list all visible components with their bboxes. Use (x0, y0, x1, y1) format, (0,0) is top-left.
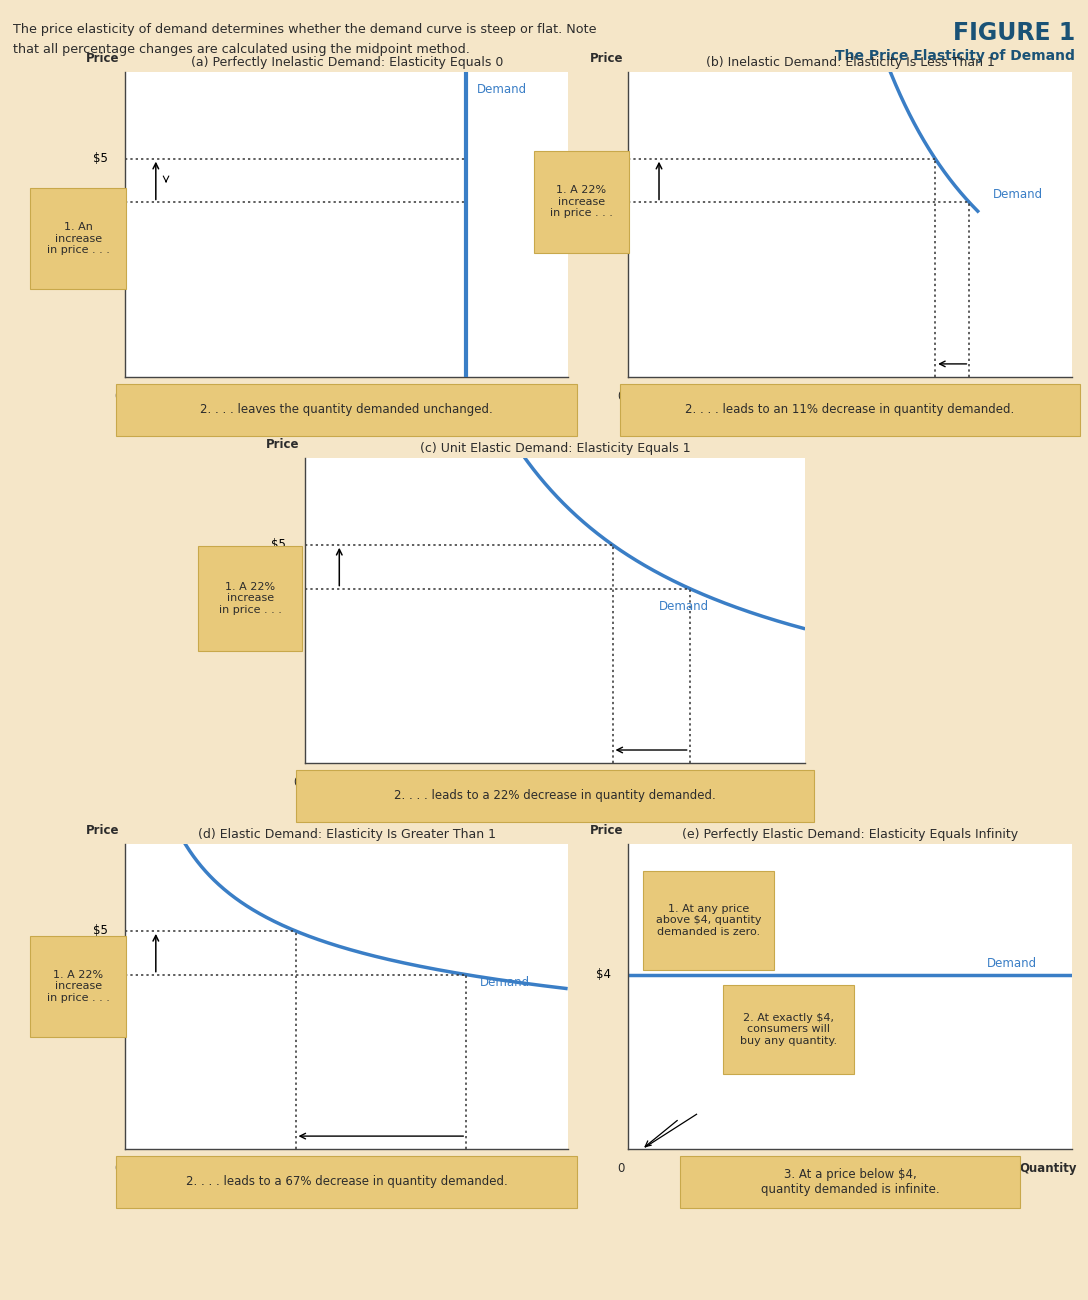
Text: 80: 80 (605, 779, 620, 792)
Text: 3. At a price below $4,
quantity demanded is infinite.: 3. At a price below $4, quantity demande… (761, 1167, 939, 1196)
Text: 4: 4 (277, 582, 285, 595)
Text: Demand: Demand (987, 957, 1037, 970)
Text: (b) Inelastic Demand: Elasticity Is Less Than 1: (b) Inelastic Demand: Elasticity Is Less… (705, 56, 994, 69)
Text: 1. An
increase
in price . . .: 1. An increase in price . . . (47, 222, 110, 255)
Text: 100: 100 (455, 1165, 478, 1178)
Text: 2. At exactly $4,
consumers will
buy any quantity.: 2. At exactly $4, consumers will buy any… (740, 1013, 837, 1046)
Text: Quantity: Quantity (517, 1162, 574, 1175)
Text: FIGURE 1: FIGURE 1 (953, 21, 1075, 44)
Text: 100: 100 (959, 393, 980, 406)
Text: Quantity: Quantity (1019, 390, 1077, 403)
Text: 0: 0 (114, 1162, 121, 1175)
Text: $4: $4 (596, 968, 611, 982)
Text: 1. A 22%
increase
in price . . .: 1. A 22% increase in price . . . (551, 186, 613, 218)
Text: Demand: Demand (659, 601, 709, 614)
Text: Demand: Demand (477, 83, 527, 96)
Text: Price: Price (86, 52, 120, 65)
Text: (a) Perfectly Inelastic Demand: Elasticity Equals 0: (a) Perfectly Inelastic Demand: Elastici… (190, 56, 503, 69)
Text: 1. A 22%
increase
in price . . .: 1. A 22% increase in price . . . (47, 970, 110, 1002)
Text: Quantity: Quantity (517, 390, 574, 403)
Text: Price: Price (590, 52, 622, 65)
Text: 0: 0 (617, 1162, 625, 1175)
Text: 4: 4 (604, 196, 611, 209)
Text: Price: Price (265, 438, 299, 451)
Text: 100: 100 (679, 779, 701, 792)
Text: 2. . . . leads to a 67% decrease in quantity demanded.: 2. . . . leads to a 67% decrease in quan… (186, 1175, 508, 1188)
Text: The Price Elasticity of Demand: The Price Elasticity of Demand (836, 49, 1075, 64)
Text: 2. . . . leads to a 22% decrease in quantity demanded.: 2. . . . leads to a 22% decrease in quan… (394, 789, 716, 802)
Text: 1. A 22%
increase
in price . . .: 1. A 22% increase in price . . . (219, 581, 282, 615)
Text: that all percentage changes are calculated using the midpoint method.: that all percentage changes are calculat… (13, 43, 470, 56)
Text: $5: $5 (596, 152, 611, 165)
Text: 1. At any price
above $4, quantity
demanded is zero.: 1. At any price above $4, quantity deman… (656, 903, 762, 937)
Text: $5: $5 (94, 924, 108, 937)
Text: 0: 0 (617, 390, 625, 403)
Text: $5: $5 (94, 152, 108, 165)
Text: Quantity: Quantity (1019, 1162, 1077, 1175)
Text: Demand: Demand (993, 188, 1043, 202)
Text: The price elasticity of demand determines whether the demand curve is steep or f: The price elasticity of demand determine… (13, 23, 596, 36)
Text: Price: Price (86, 824, 120, 837)
Text: $5: $5 (271, 538, 285, 551)
Text: (d) Elastic Demand: Elasticity Is Greater Than 1: (d) Elastic Demand: Elasticity Is Greate… (198, 828, 496, 841)
Text: 2. . . . leads to an 11% decrease in quantity demanded.: 2. . . . leads to an 11% decrease in qua… (685, 403, 1015, 416)
Text: 50: 50 (288, 1165, 304, 1178)
Text: 100: 100 (455, 393, 478, 406)
Text: 0: 0 (294, 776, 300, 789)
Text: 90: 90 (928, 393, 942, 406)
Text: 4: 4 (100, 196, 108, 209)
Text: 0: 0 (114, 390, 121, 403)
Text: (e) Perfectly Elastic Demand: Elasticity Equals Infinity: (e) Perfectly Elastic Demand: Elasticity… (682, 828, 1018, 841)
Text: 4: 4 (100, 968, 108, 982)
Text: 2. . . . leaves the quantity demanded unchanged.: 2. . . . leaves the quantity demanded un… (200, 403, 493, 416)
Text: Quantity: Quantity (753, 776, 811, 789)
Text: Demand: Demand (480, 975, 530, 988)
Text: (c) Unit Elastic Demand: Elasticity Equals 1: (c) Unit Elastic Demand: Elasticity Equa… (420, 442, 690, 455)
Text: Price: Price (590, 824, 622, 837)
